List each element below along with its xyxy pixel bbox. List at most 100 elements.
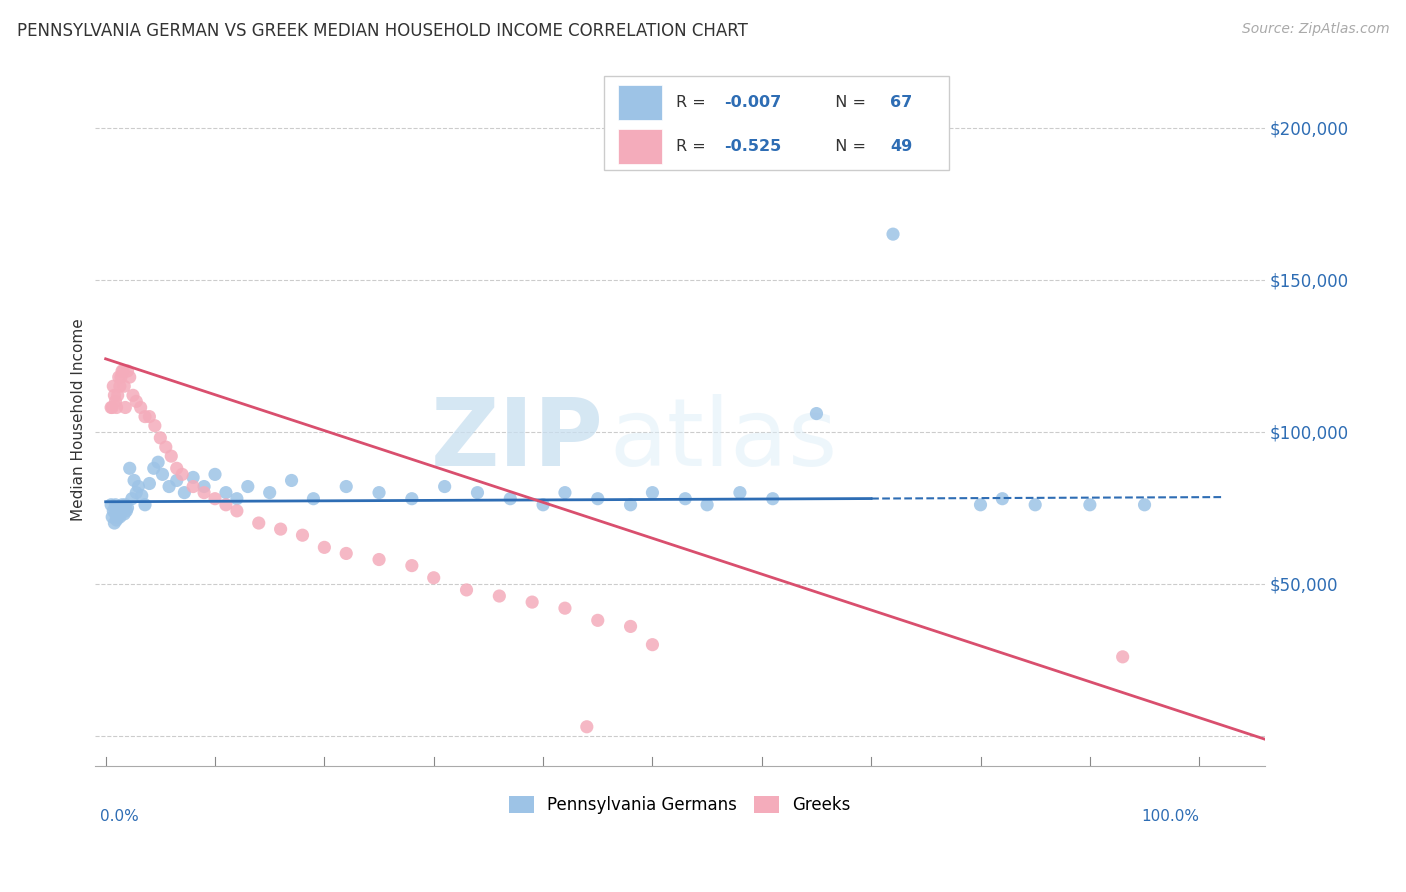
Point [969, 498, 991, 512]
Point [422, 571, 444, 585]
Text: atlas: atlas [610, 394, 838, 486]
Point [166, 474, 188, 488]
Point [108, 500, 131, 515]
Point [117, 364, 139, 378]
Point [314, 541, 336, 555]
Point [111, 498, 134, 512]
Point [134, 409, 156, 424]
Point [181, 470, 204, 484]
Point [103, 388, 125, 402]
Point [103, 504, 125, 518]
Point [103, 516, 125, 530]
Point [173, 485, 195, 500]
Point [302, 491, 325, 506]
Point [215, 485, 238, 500]
Y-axis label: Median Household Income: Median Household Income [72, 318, 86, 521]
Point [554, 485, 576, 500]
Point [586, 491, 609, 506]
Point [554, 601, 576, 615]
Point [335, 546, 357, 560]
Point [641, 485, 664, 500]
Point [107, 370, 129, 384]
Point [619, 498, 641, 512]
Point [112, 500, 135, 515]
Point [225, 491, 247, 506]
Point [160, 449, 183, 463]
Point [146, 455, 169, 469]
Point [107, 507, 129, 521]
Text: 0.0%: 0.0% [100, 809, 139, 824]
Point [107, 504, 129, 518]
Point [204, 467, 226, 482]
Point [110, 370, 132, 384]
Point [882, 227, 904, 241]
Point [456, 582, 478, 597]
Point [259, 485, 281, 500]
Point [111, 364, 134, 378]
Point [696, 498, 718, 512]
Point [125, 394, 148, 409]
Point [100, 401, 122, 415]
Point [368, 485, 391, 500]
Point [215, 498, 238, 512]
Point [138, 409, 160, 424]
Point [673, 491, 696, 506]
Point [762, 491, 785, 506]
Point [121, 491, 143, 506]
Point [401, 491, 423, 506]
Point [112, 507, 135, 521]
Point [236, 479, 259, 493]
Point [467, 485, 489, 500]
Point [152, 467, 174, 482]
Point [143, 418, 166, 433]
Point [225, 504, 247, 518]
Point [107, 388, 129, 402]
Point [1078, 498, 1101, 512]
Point [586, 613, 609, 627]
Point [100, 498, 122, 512]
Point [107, 510, 129, 524]
Point [433, 479, 456, 493]
Text: Source: ZipAtlas.com: Source: ZipAtlas.com [1241, 22, 1389, 37]
Point [112, 379, 135, 393]
Point [138, 476, 160, 491]
Point [280, 474, 302, 488]
Point [368, 552, 391, 566]
Point [149, 431, 172, 445]
Point [134, 498, 156, 512]
Point [1111, 649, 1133, 664]
Legend: Pennsylvania Germans, Greeks: Pennsylvania Germans, Greeks [502, 789, 858, 821]
Point [105, 401, 128, 415]
Point [104, 507, 127, 521]
Point [101, 510, 124, 524]
Point [401, 558, 423, 573]
Point [641, 638, 664, 652]
Point [270, 522, 292, 536]
Point [193, 485, 215, 500]
Point [291, 528, 314, 542]
Point [181, 479, 204, 493]
Point [108, 379, 131, 393]
Point [114, 498, 136, 512]
Point [105, 513, 128, 527]
Point [110, 504, 132, 518]
Point [117, 500, 139, 515]
Point [122, 388, 145, 402]
Point [115, 504, 138, 518]
Point [108, 510, 131, 524]
Point [125, 485, 148, 500]
Point [101, 401, 124, 415]
Point [619, 619, 641, 633]
Point [806, 407, 828, 421]
Point [104, 498, 127, 512]
Point [499, 491, 522, 506]
Point [172, 467, 194, 482]
Point [129, 401, 152, 415]
Point [111, 504, 134, 518]
Point [112, 364, 135, 378]
Point [1133, 498, 1156, 512]
Point [520, 595, 543, 609]
Point [247, 516, 270, 530]
Point [991, 491, 1014, 506]
Point [155, 440, 177, 454]
